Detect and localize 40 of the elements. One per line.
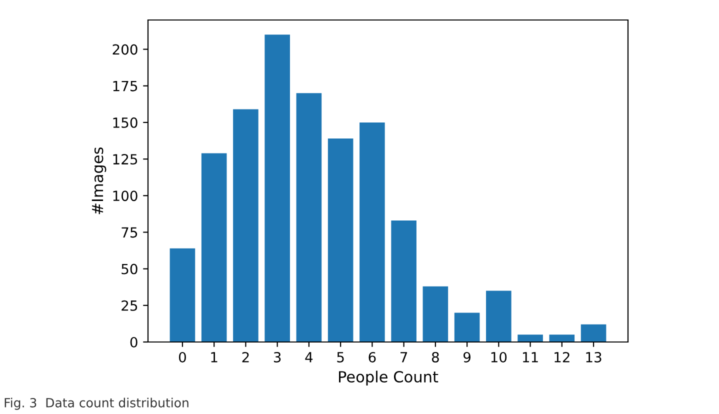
x-tick-label: 12 <box>554 352 570 362</box>
bar <box>360 122 385 342</box>
x-tick-label: 1 <box>211 352 218 362</box>
bar <box>328 138 354 342</box>
y-tick-label: 150 <box>113 117 138 128</box>
y-tick-label: 25 <box>122 300 138 311</box>
x-tick-label: 2 <box>242 352 249 362</box>
y-tick-label: 125 <box>113 154 138 165</box>
caption: Fig. 3 Data count distribution <box>4 398 188 410</box>
x-tick-label: 3 <box>274 352 281 362</box>
x-tick-label: 13 <box>586 352 602 362</box>
bar <box>454 312 480 342</box>
bar <box>170 248 196 342</box>
y-tick-label: 100 <box>113 190 138 202</box>
bar <box>264 34 290 342</box>
x-tick-label: 11 <box>522 352 538 362</box>
x-tick-label: 10 <box>491 352 507 362</box>
y-tick-label: 0 <box>130 336 138 348</box>
y-tick-label: 75 <box>122 227 138 238</box>
y-axis-title: #Images <box>92 147 106 214</box>
bar <box>422 286 448 342</box>
bar <box>391 220 416 342</box>
y-tick-label: 175 <box>113 81 138 92</box>
bar <box>549 334 575 342</box>
bar <box>296 93 322 342</box>
bar <box>518 334 543 342</box>
x-tick-label: 8 <box>432 352 439 362</box>
bar <box>233 109 258 342</box>
bar <box>201 153 227 342</box>
x-tick-label: 6 <box>368 352 376 362</box>
bar <box>580 324 606 342</box>
y-tick-label: 50 <box>122 264 138 274</box>
x-tick-label: 4 <box>305 352 313 362</box>
bar <box>486 290 512 342</box>
y-tick-label: 200 <box>112 44 138 55</box>
x-tick-label: 5 <box>337 352 344 362</box>
x-tick-label: 0 <box>178 352 186 362</box>
x-tick-label: 7 <box>400 352 408 362</box>
x-tick-label: 9 <box>464 352 470 362</box>
x-axis-title: People Count <box>339 370 438 386</box>
